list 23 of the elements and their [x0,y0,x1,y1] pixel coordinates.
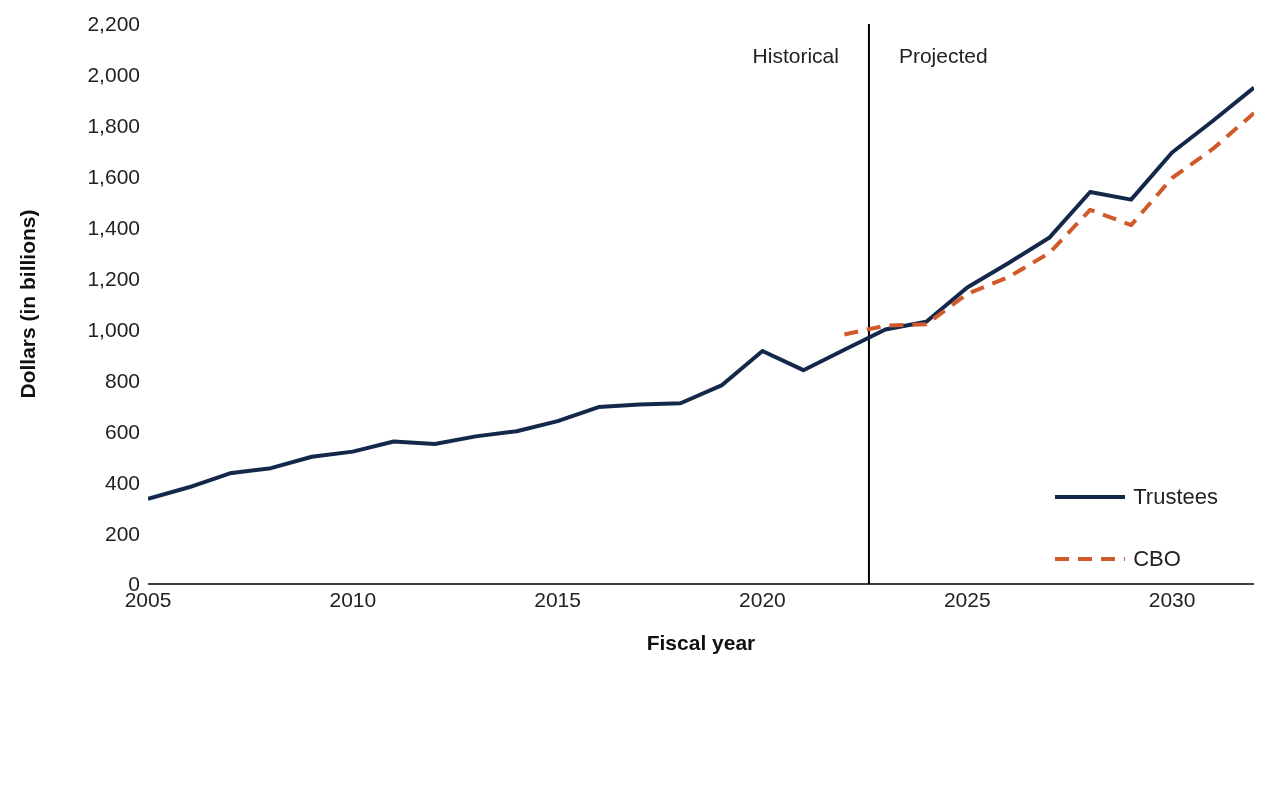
annotation: Projected [898,44,988,68]
y-tick-label: 2,200 [87,12,140,36]
y-tick-label: 2,000 [87,63,140,87]
y-tick-label: 1,800 [87,114,140,138]
y-tick-label: 400 [104,470,140,494]
x-tick-label: 2010 [329,587,377,611]
x-tick-label: 2030 [1148,587,1196,611]
y-tick-label: 1,200 [87,267,140,290]
x-axis-title: Fiscal year [646,631,756,654]
legend-label: Trustees [1133,484,1218,510]
y-tick-label: 600 [104,419,140,443]
line-series [842,111,1254,337]
x-tick-label: 2015 [534,587,581,611]
y-tick-label: 1,000 [87,317,140,341]
annotation: Historical [752,44,839,68]
y-tick-label: 800 [104,368,140,392]
y-tick-label: 200 [104,521,140,545]
y-tick-label: 1,400 [87,216,140,240]
y-tick-label: 1,600 [87,165,140,189]
y-axis-title: Dollars (in billions) [16,209,40,399]
x-tick-label: 2025 [943,587,991,611]
legend-label: CBO [1133,546,1181,572]
x-tick-label: 2020 [739,587,786,611]
